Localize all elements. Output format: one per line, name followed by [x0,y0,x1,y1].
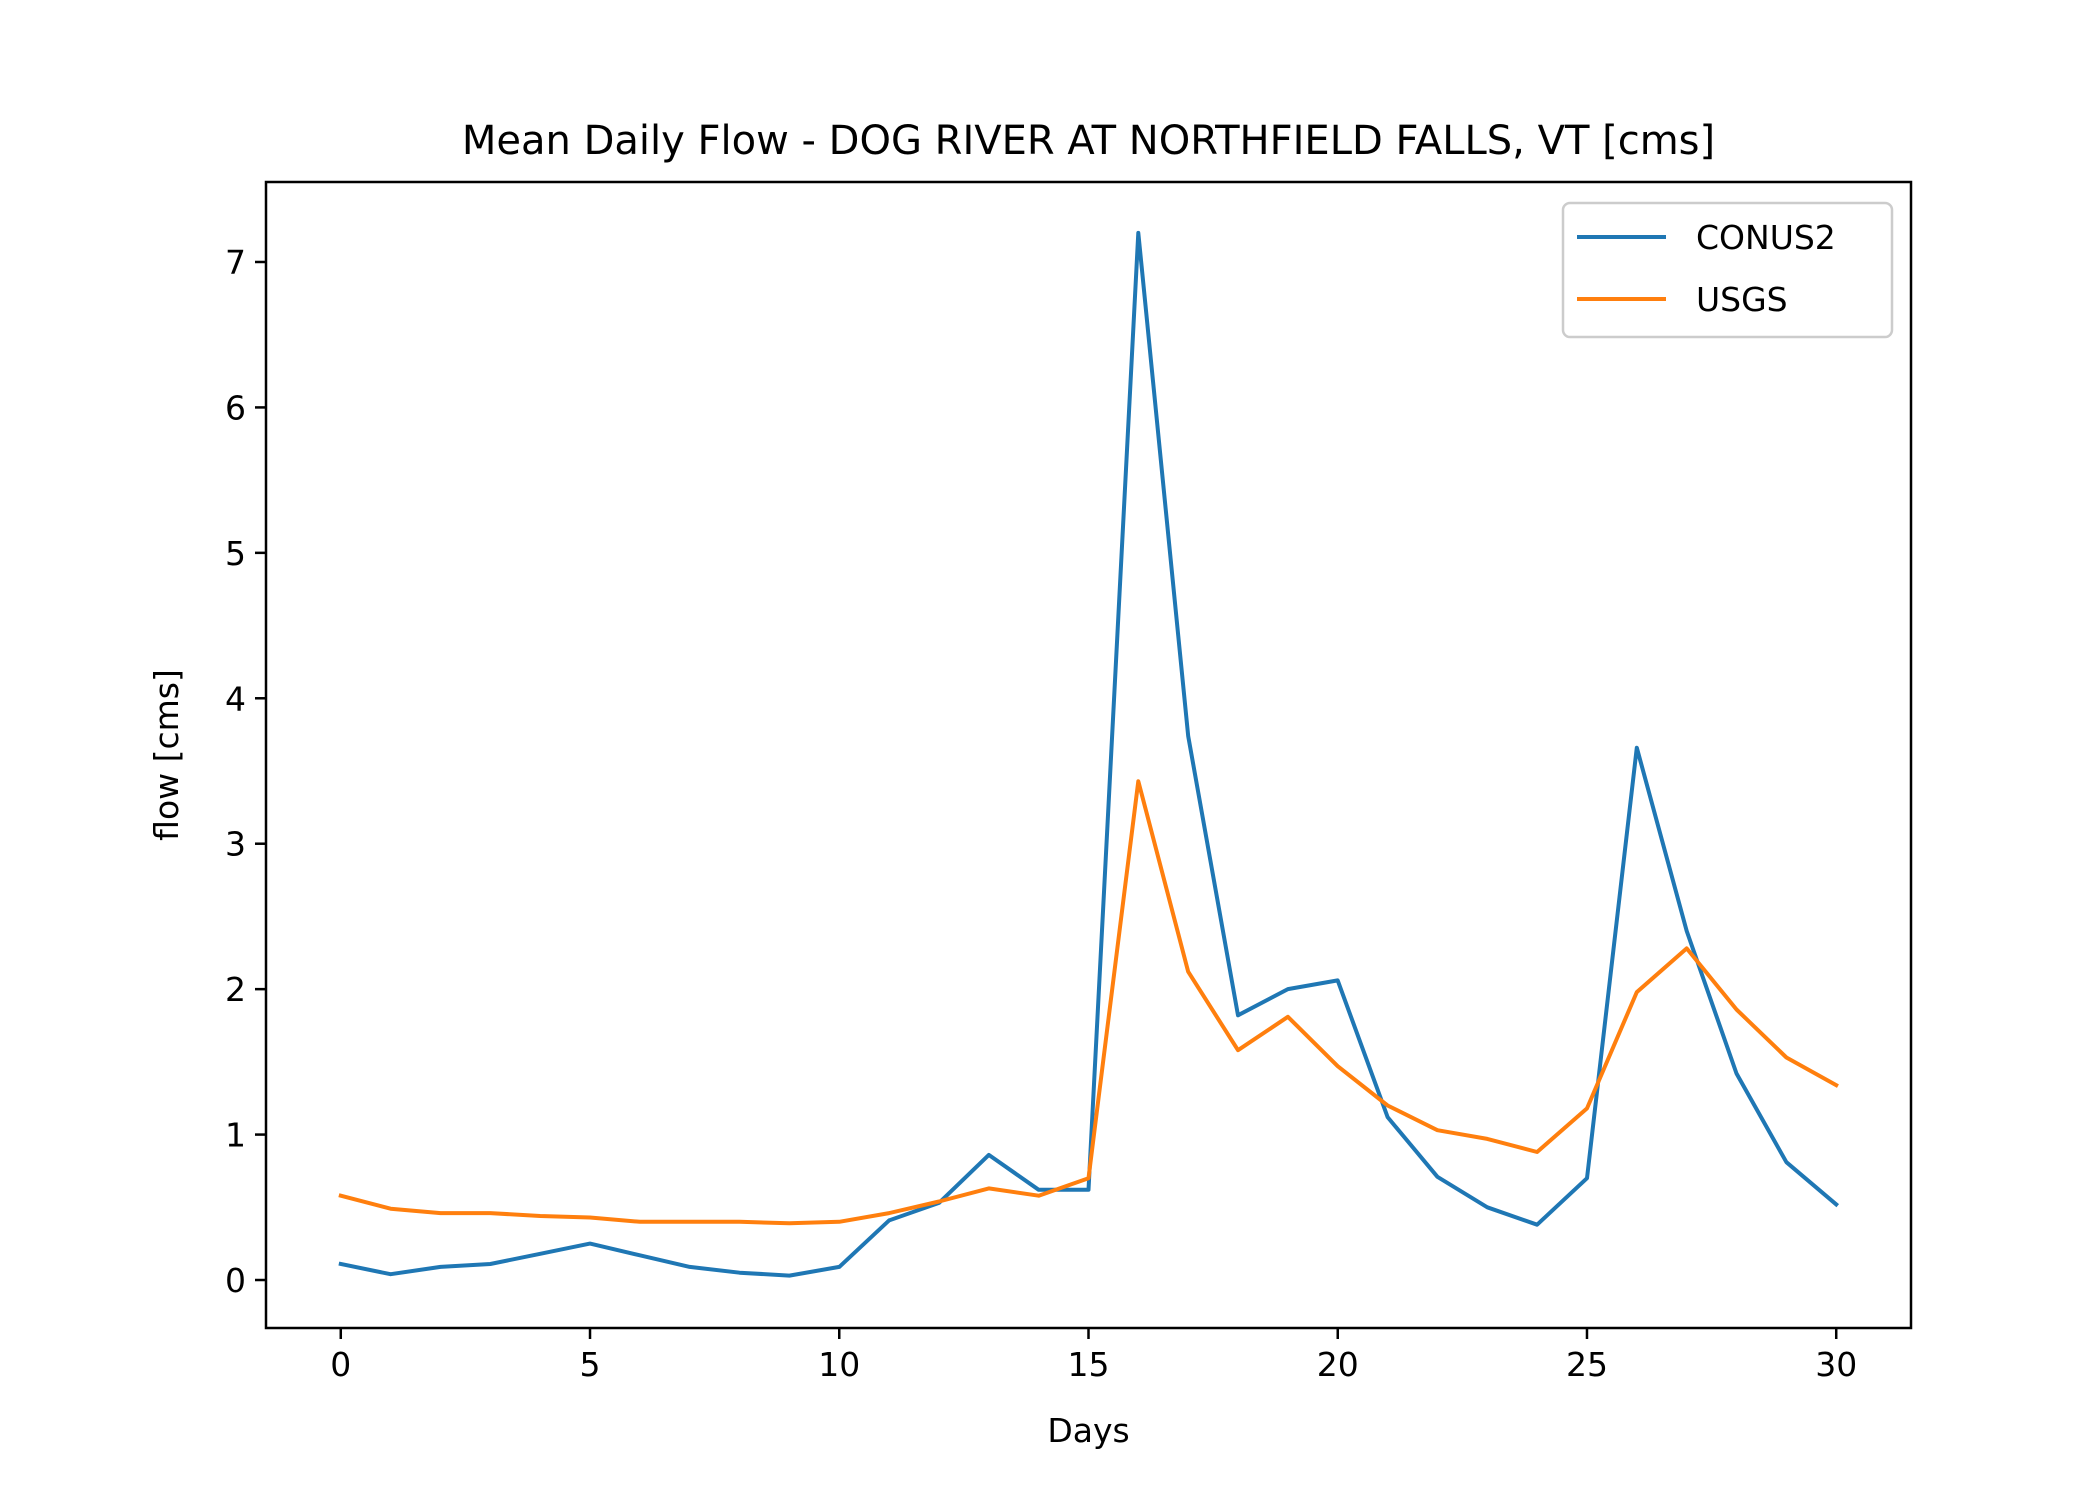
y-axis-label: flow [cms] [147,669,186,841]
x-axis: 0 5 10 15 20 25 30 [330,1328,1857,1384]
x-tick-label: 20 [1317,1345,1359,1384]
x-tick-label: 30 [1815,1345,1857,1384]
y-tick-label: 1 [225,1116,246,1155]
y-tick-label: 6 [225,388,246,427]
series-line-conus2 [338,230,1840,1278]
series-line-usgs [338,779,1839,1226]
legend-label: USGS [1696,280,1788,319]
legend-label: CONUS2 [1696,218,1836,257]
x-tick-label: 10 [818,1345,860,1384]
x-axis-label: Days [1047,1411,1129,1450]
legend: CONUS2 USGS [1561,201,1894,339]
x-tick-label: 15 [1068,1345,1110,1384]
y-tick-label: 3 [225,825,246,864]
y-tick-label: 7 [225,243,246,282]
plot-area [338,230,1840,1278]
x-tick-label: 5 [580,1345,601,1384]
x-tick-label: 0 [330,1345,351,1384]
y-tick-label: 2 [225,970,246,1009]
chart-title: Mean Daily Flow - DOG RIVER AT NORTHFIEL… [462,118,1715,164]
y-tick-label: 5 [225,534,246,573]
y-axis: 0 1 2 3 4 5 6 7 [225,243,266,1300]
x-tick-label: 25 [1566,1345,1608,1384]
y-tick-label: 4 [225,679,246,718]
y-tick-label: 0 [225,1261,246,1300]
